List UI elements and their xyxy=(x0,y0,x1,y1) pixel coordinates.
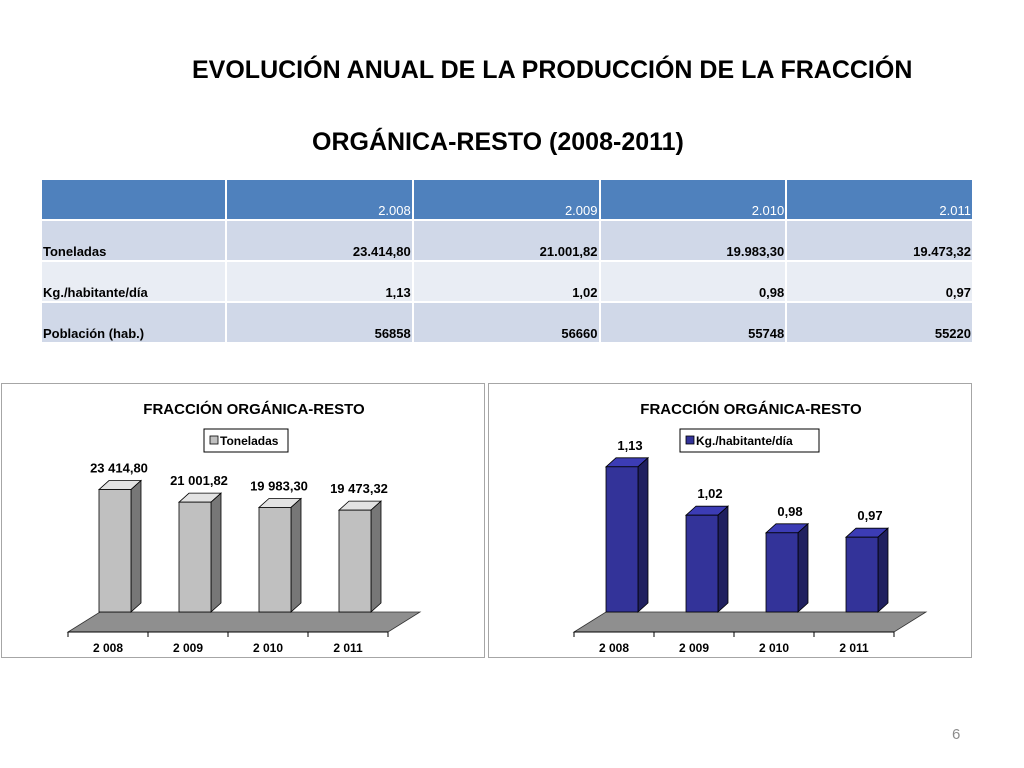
bar-side xyxy=(637,456,649,613)
table-header-corner xyxy=(42,180,225,219)
data-label: 1,13 xyxy=(617,438,642,453)
bar-side xyxy=(877,527,889,613)
chart-title: FRACCIÓN ORGÁNICA-RESTO xyxy=(143,400,365,418)
x-tick-label: 2 008 xyxy=(93,641,123,655)
data-label: 19 983,30 xyxy=(250,478,308,493)
table-row: Kg./habitante/día 1,13 1,02 0,98 0,97 xyxy=(42,262,972,301)
table-cell: 56660 xyxy=(413,303,599,342)
bar xyxy=(605,466,639,613)
data-label: 21 001,82 xyxy=(170,473,228,488)
table-cell: 1,02 xyxy=(413,262,599,301)
table-row: Toneladas 23.414,80 21.001,82 19.983,30 … xyxy=(42,221,972,260)
table-header-cell: 2.009 xyxy=(413,180,599,219)
legend-swatch xyxy=(685,435,695,445)
table-cell: 19.983,30 xyxy=(600,221,786,260)
table-cell: 21.001,82 xyxy=(413,221,599,260)
bar xyxy=(178,501,212,613)
chart-toneladas-svg: FRACCIÓN ORGÁNICA-RESTO Toneladas 23 414,8… xyxy=(66,400,422,655)
table-header-row: 2.008 2.009 2.010 2.011 xyxy=(42,180,972,219)
data-table: 2.008 2.009 2.010 2.011 Toneladas 23.414… xyxy=(40,178,974,344)
table-cell: 0,97 xyxy=(787,262,972,301)
x-tick-label: 2 010 xyxy=(759,641,789,655)
x-tick-label: 2 011 xyxy=(839,641,869,655)
chart-kg-habitante-dia-svg: FRACCIÓN ORGÁNICA-RESTO Kg./habitante/día… xyxy=(572,400,928,655)
table-row: Población (hab.) 56858 56660 55748 55220 xyxy=(42,303,972,342)
data-label: 19 473,32 xyxy=(330,481,388,496)
bar-side xyxy=(210,492,222,613)
data-label: 23 414,80 xyxy=(90,461,148,476)
bar-side xyxy=(290,497,302,613)
page-number: 6 xyxy=(952,726,961,743)
bar-side xyxy=(130,479,142,613)
legend-swatch xyxy=(209,435,219,445)
legend-label: Kg./habitante/día xyxy=(696,434,793,448)
chart-floor xyxy=(66,611,422,633)
chart-toneladas: FRACCIÓN ORGÁNICA-RESTO Toneladas 23 414,8… xyxy=(1,383,485,658)
bar xyxy=(845,536,879,613)
x-tick-label: 2 009 xyxy=(173,641,203,655)
table-header-cell: 2.011 xyxy=(787,180,972,219)
data-label: 1,02 xyxy=(697,486,722,501)
table-cell: 55748 xyxy=(600,303,786,342)
slide-title-line-2: ORGÁNICA-RESTO (2008-2011) xyxy=(312,128,684,156)
legend-box xyxy=(679,428,820,453)
bar-side xyxy=(717,505,729,613)
table-cell: 1,13 xyxy=(227,262,412,301)
table-cell: 19.473,32 xyxy=(787,221,972,260)
bar xyxy=(765,532,799,613)
row-label: Toneladas xyxy=(42,221,225,260)
data-label: 0,97 xyxy=(857,508,882,523)
table-header-cell: 2.010 xyxy=(600,180,786,219)
x-tick-label: 2 009 xyxy=(679,641,709,655)
chart-title: FRACCIÓN ORGÁNICA-RESTO xyxy=(640,400,862,418)
row-label: Kg./habitante/día xyxy=(42,262,225,301)
slide-title-line-1: EVOLUCIÓN ANUAL DE LA PRODUCCIÓN DE LA F… xyxy=(192,56,913,84)
bar xyxy=(338,509,372,613)
table-cell: 0,98 xyxy=(600,262,786,301)
legend-label: Toneladas xyxy=(220,434,279,448)
chart-kg-habitante-dia: FRACCIÓN ORGÁNICA-RESTO Kg./habitante/día… xyxy=(488,383,972,658)
bar xyxy=(258,507,292,613)
bar-side xyxy=(797,522,809,613)
data-label: 0,98 xyxy=(777,504,802,519)
table-cell: 56858 xyxy=(227,303,412,342)
table-cell: 55220 xyxy=(787,303,972,342)
bar xyxy=(685,514,719,613)
table-cell: 23.414,80 xyxy=(227,221,412,260)
bar-side xyxy=(370,500,382,613)
legend-box xyxy=(203,428,289,453)
x-tick-label: 2 011 xyxy=(333,641,363,655)
chart-floor xyxy=(572,611,928,633)
bar xyxy=(98,489,132,613)
row-label: Población (hab.) xyxy=(42,303,225,342)
x-tick-label: 2 010 xyxy=(253,641,283,655)
x-tick-label: 2 008 xyxy=(599,641,629,655)
table-header-cell: 2.008 xyxy=(227,180,412,219)
